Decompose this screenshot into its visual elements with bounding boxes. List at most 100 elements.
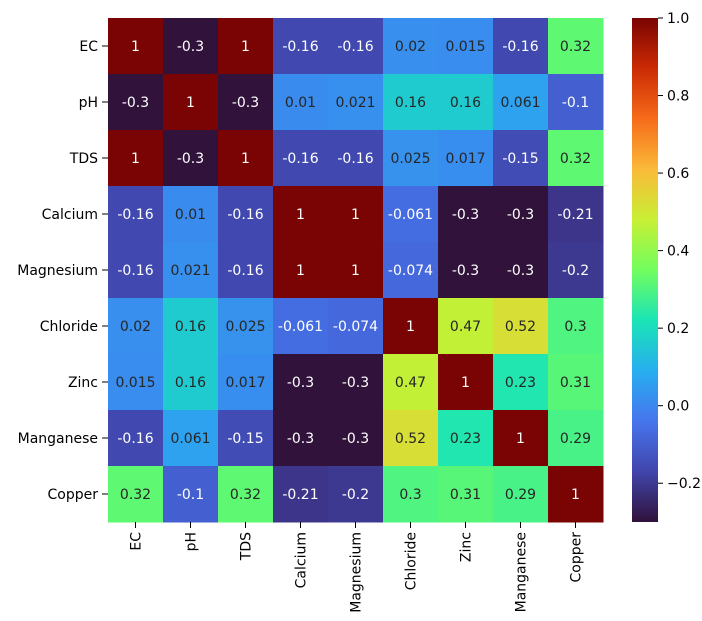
x-tick-label: Calcium [294,532,310,588]
heatmap-cell [438,466,494,523]
heatmap-cell [438,18,494,75]
x-tick-label: Magnesium [349,532,365,613]
heatmap-cell [328,410,384,467]
cell-value-label: 0.02 [395,39,426,55]
heatmap-cell [108,466,164,523]
y-tick-label: Calcium [42,207,98,223]
cell-value-label: -0.16 [117,263,153,279]
heatmap-cell [108,130,164,187]
cell-value-label: 0.061 [170,431,210,447]
cell-value-label: 0.3 [564,319,586,335]
cell-value-label: 0.16 [175,375,206,391]
cell-value-label: 1 [461,375,470,391]
heatmap-cell [383,18,439,75]
heatmap-cell [108,186,164,243]
colorbar-tick-label: 0.6 [667,166,689,182]
cell-value-label: -0.3 [232,95,259,111]
cell-value-label: 0.32 [560,39,591,55]
cell-value-label: 0.025 [390,151,430,167]
heatmap-cell [273,410,329,467]
cell-value-label: -0.3 [342,375,369,391]
x-tick-label: Manganese [514,532,530,612]
heatmap-cell [108,242,164,299]
heatmap-cell [108,18,164,75]
heatmap-cell [383,410,439,467]
cell-value-label: 0.017 [225,375,265,391]
colorbar-tick-label: 0.0 [667,399,689,415]
heatmap-cell [438,74,494,131]
y-tick-label: Copper [48,487,99,503]
heatmap-cell [163,186,219,243]
heatmap-cell [548,186,604,243]
cell-value-label: -0.16 [282,151,318,167]
cell-value-label: 1 [406,319,415,335]
cell-value-label: -0.16 [227,263,263,279]
y-tick-label: Magnesium [17,263,98,279]
cell-value-label: 0.015 [445,39,485,55]
cell-value-label: -0.3 [342,431,369,447]
cell-value-label: -0.3 [177,151,204,167]
cell-value-label: -0.16 [502,39,538,55]
cell-value-label: -0.061 [388,207,433,223]
cell-value-label: 0.01 [285,95,316,111]
heatmap-cell [218,410,274,467]
cell-value-label: 1 [241,39,250,55]
heatmap-cell [548,130,604,187]
cell-value-label: -0.16 [227,207,263,223]
x-tick-label: EC [129,532,145,551]
heatmap-cell [108,354,164,411]
heatmap-cell [108,410,164,467]
heatmap-cells: 1 -0.3 1 -0.16 -0.16 0.02 0.015 -0.16 0.32 -0.3 1 -… [108,18,604,523]
heatmap-cell [273,354,329,411]
heatmap-cell [493,18,549,75]
cell-value-label: 1 [516,431,525,447]
cell-value-label: 0.47 [450,319,481,335]
heatmap-cell [493,354,549,411]
cell-value-label: 0.025 [225,319,265,335]
heatmap-cell [438,410,494,467]
colorbar-tick-label: 0.8 [667,89,689,105]
heatmap-cell [108,298,164,355]
heatmap-cell [273,186,329,243]
x-tick-label: Chloride [404,532,420,590]
heatmap-cell [218,354,274,411]
cell-value-label: 0.52 [395,431,426,447]
heatmap-cell [328,130,384,187]
x-tick-label: TDS [239,532,255,561]
cell-value-label: -0.16 [117,431,153,447]
heatmap-cell [328,74,384,131]
heatmap-cell [163,298,219,355]
heatmap-cell [493,186,549,243]
heatmap-cell [493,298,549,355]
cell-value-label: -0.2 [342,487,369,503]
heatmap-cell [328,18,384,75]
heatmap-cell [493,130,549,187]
cell-value-label: 0.3 [399,487,421,503]
heatmap-cell [163,130,219,187]
cell-value-label: -0.15 [502,151,538,167]
heatmap-cell [218,298,274,355]
heatmap-cell [438,242,494,299]
cell-value-label: 0.52 [505,319,536,335]
cell-value-label: 0.021 [335,95,375,111]
cell-value-label: 0.16 [175,319,206,335]
cell-value-label: -0.3 [507,263,534,279]
heatmap-cell [438,354,494,411]
cell-value-label: 0.23 [505,375,536,391]
heatmap-cell [163,354,219,411]
cell-value-label: -0.21 [557,207,593,223]
heatmap-cell [493,466,549,523]
heatmap-cell [438,130,494,187]
heatmap-cell [383,74,439,131]
cell-value-label: -0.16 [337,151,373,167]
heatmap-cell [218,130,274,187]
colorbar-tick-label: −0.2 [667,476,701,492]
heatmap-cell [108,74,164,131]
heatmap-cell [218,74,274,131]
cell-value-label: -0.3 [452,263,479,279]
cell-value-label: -0.3 [507,207,534,223]
heatmap-cell [273,18,329,75]
cell-value-label: -0.3 [122,95,149,111]
cell-value-label: -0.2 [562,263,589,279]
